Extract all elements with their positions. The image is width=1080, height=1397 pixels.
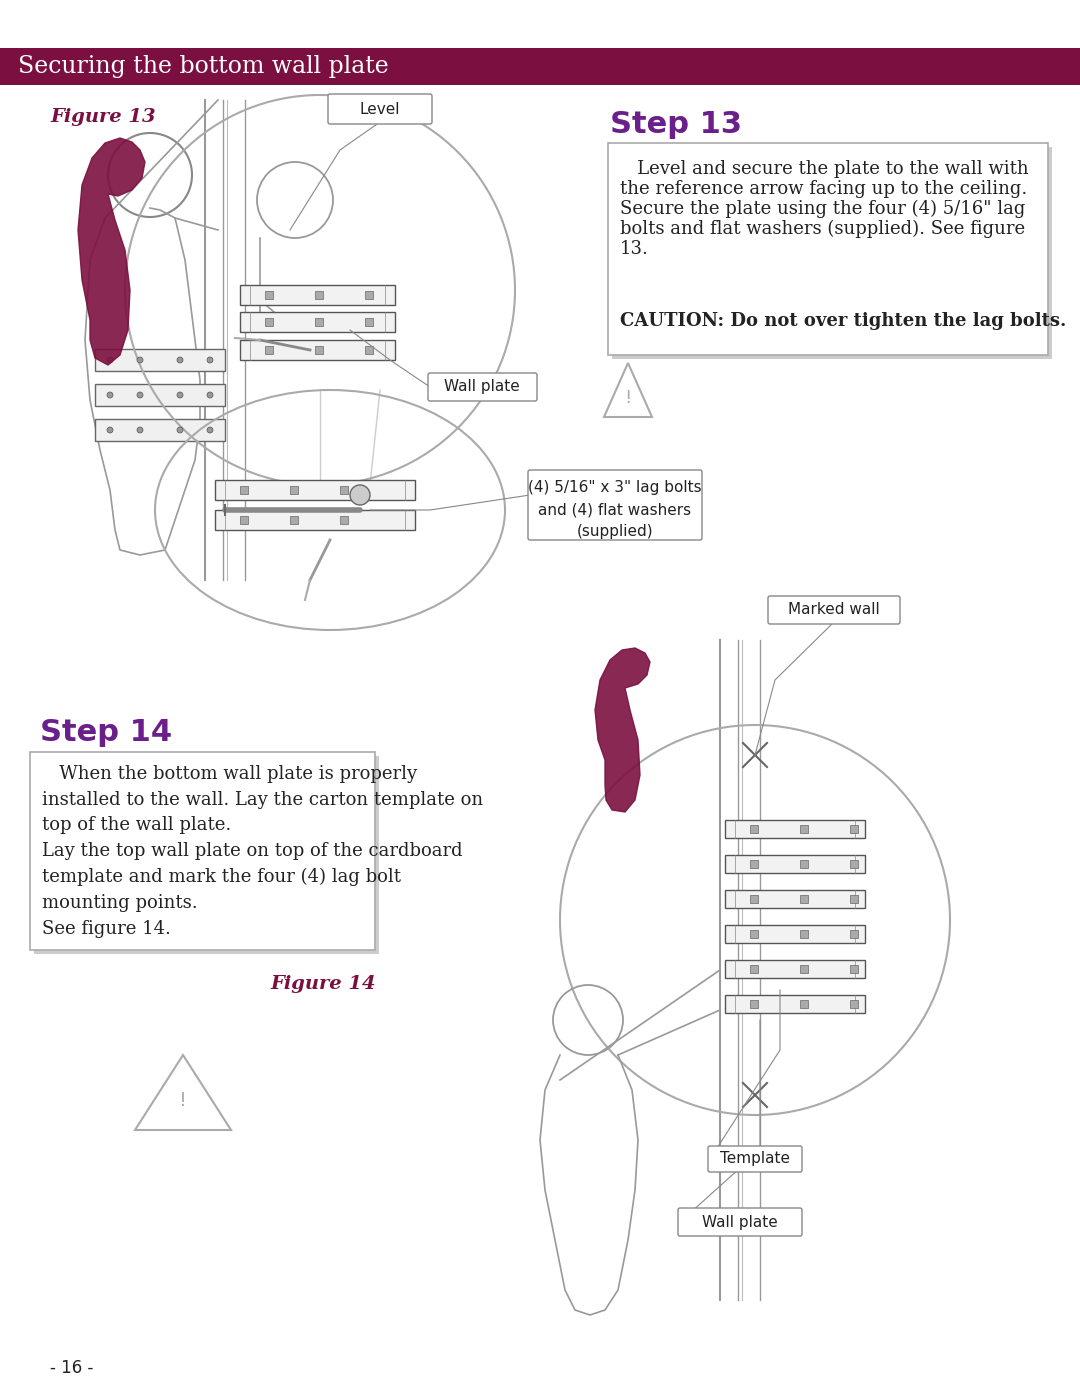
Text: 13.: 13. xyxy=(620,240,649,258)
Bar xyxy=(800,930,808,937)
Bar xyxy=(240,515,248,524)
Bar xyxy=(725,925,865,943)
FancyBboxPatch shape xyxy=(708,1146,802,1172)
Text: Wall plate: Wall plate xyxy=(444,380,519,394)
Bar xyxy=(95,384,225,407)
Bar xyxy=(215,481,415,500)
Text: Level: Level xyxy=(360,102,401,116)
Bar xyxy=(315,291,323,299)
Bar xyxy=(365,319,373,326)
Text: Step 13: Step 13 xyxy=(610,110,742,138)
Bar xyxy=(800,895,808,902)
Bar xyxy=(850,861,858,868)
Bar xyxy=(725,820,865,838)
Bar xyxy=(240,312,395,332)
Circle shape xyxy=(107,427,113,433)
Bar xyxy=(850,930,858,937)
Bar xyxy=(240,339,395,360)
Bar xyxy=(750,826,758,833)
Bar xyxy=(725,890,865,908)
FancyBboxPatch shape xyxy=(678,1208,802,1236)
Bar xyxy=(850,965,858,972)
Bar xyxy=(95,349,225,372)
Bar xyxy=(315,319,323,326)
FancyBboxPatch shape xyxy=(528,469,702,541)
Text: Securing the bottom wall plate: Securing the bottom wall plate xyxy=(18,54,389,78)
Circle shape xyxy=(207,358,213,363)
Text: Figure 13: Figure 13 xyxy=(50,108,156,126)
Text: Template: Template xyxy=(720,1151,789,1166)
Bar xyxy=(340,515,348,524)
Bar xyxy=(265,346,273,353)
Text: !: ! xyxy=(624,388,632,407)
Bar xyxy=(725,995,865,1013)
Text: bolts and flat washers (supplied). See figure: bolts and flat washers (supplied). See f… xyxy=(620,219,1025,239)
Bar xyxy=(800,965,808,972)
Text: !: ! xyxy=(179,1091,187,1109)
Text: - 16 -: - 16 - xyxy=(50,1359,93,1377)
FancyBboxPatch shape xyxy=(33,756,379,954)
Circle shape xyxy=(177,427,183,433)
Text: Step 14: Step 14 xyxy=(40,718,172,747)
Text: Secure the plate using the four (4) 5/16" lag: Secure the plate using the four (4) 5/16… xyxy=(620,200,1025,218)
Text: (4) 5/16" x 3" lag bolts
and (4) flat washers
(supplied): (4) 5/16" x 3" lag bolts and (4) flat wa… xyxy=(528,481,702,539)
Circle shape xyxy=(107,393,113,398)
Circle shape xyxy=(107,358,113,363)
Bar xyxy=(95,419,225,441)
Bar xyxy=(315,346,323,353)
Text: Marked wall: Marked wall xyxy=(788,602,880,617)
Bar xyxy=(240,486,248,495)
Circle shape xyxy=(137,427,143,433)
Text: Wall plate: Wall plate xyxy=(702,1214,778,1229)
Circle shape xyxy=(137,393,143,398)
Bar xyxy=(850,895,858,902)
Bar xyxy=(365,346,373,353)
Bar xyxy=(240,285,395,305)
Bar xyxy=(725,855,865,873)
Circle shape xyxy=(350,485,370,504)
Bar xyxy=(850,826,858,833)
Polygon shape xyxy=(595,648,650,812)
Text: Level and secure the plate to the wall with: Level and secure the plate to the wall w… xyxy=(620,161,1028,177)
Bar xyxy=(291,486,298,495)
Circle shape xyxy=(177,358,183,363)
Bar xyxy=(750,895,758,902)
Text: the reference arrow facing up to the ceiling.: the reference arrow facing up to the cei… xyxy=(620,180,1027,198)
Bar xyxy=(750,1000,758,1009)
Text: When the bottom wall plate is properly
installed to the wall. Lay the carton tem: When the bottom wall plate is properly i… xyxy=(42,766,483,937)
Bar xyxy=(850,1000,858,1009)
Bar xyxy=(291,515,298,524)
Bar xyxy=(265,319,273,326)
Bar xyxy=(340,486,348,495)
Text: CAUTION: Do not over tighten the lag bolts.: CAUTION: Do not over tighten the lag bol… xyxy=(620,312,1066,330)
Bar xyxy=(800,1000,808,1009)
Text: Figure 14: Figure 14 xyxy=(270,975,376,993)
Bar xyxy=(725,960,865,978)
FancyBboxPatch shape xyxy=(768,597,900,624)
Circle shape xyxy=(207,427,213,433)
Circle shape xyxy=(177,393,183,398)
Polygon shape xyxy=(78,138,145,365)
Bar xyxy=(0,47,1080,85)
FancyBboxPatch shape xyxy=(328,94,432,124)
FancyBboxPatch shape xyxy=(30,752,375,950)
Circle shape xyxy=(207,393,213,398)
Circle shape xyxy=(137,358,143,363)
FancyBboxPatch shape xyxy=(612,147,1052,359)
Bar xyxy=(750,930,758,937)
Bar xyxy=(800,826,808,833)
Bar xyxy=(750,861,758,868)
FancyBboxPatch shape xyxy=(608,142,1048,355)
Bar xyxy=(800,861,808,868)
Bar xyxy=(365,291,373,299)
Bar xyxy=(750,965,758,972)
Bar xyxy=(265,291,273,299)
Bar xyxy=(215,510,415,529)
FancyBboxPatch shape xyxy=(428,373,537,401)
